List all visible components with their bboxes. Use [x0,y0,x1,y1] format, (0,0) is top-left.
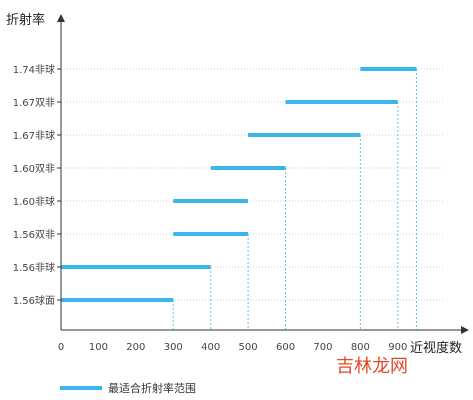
y-tick-label-6: 1.67双非 [13,97,55,109]
y-axis-arrow [57,14,65,22]
x-tick-label-2: 200 [126,342,145,353]
x-tick-label-6: 600 [276,342,295,353]
watermark-text: 吉林龙网 [336,356,408,377]
y-tick-label-0: 1.56球面 [13,294,55,307]
y-tick-label-5: 1.67非球 [13,129,55,142]
bar-layer [61,67,417,302]
x-tick-label-0: 0 [58,342,64,353]
y-axis-title: 折射率 [6,12,45,28]
x-tick-label-1: 100 [89,342,108,353]
x-tick-label-9: 900 [388,342,407,353]
y-tick-label-4: 1.60双非 [13,163,55,175]
y-tick-label-7: 1.74非球 [13,63,55,76]
y-tick-label-3: 1.60非球 [13,195,55,208]
legend-label: 最适合折射率范围 [108,381,196,395]
y-tick-label-1: 1.56非球 [13,261,55,274]
x-tick-label-4: 400 [201,342,220,353]
label-layer: 1.56球面 1.56非球 1.56双非 1.60非球 1.60双非 1.67非球 1.67… [13,63,408,353]
x-tick-label-8: 800 [351,342,370,353]
x-tick-label-7: 700 [313,342,332,353]
x-tick-label-3: 300 [164,342,183,353]
x-axis-title: 近视度数 [410,340,462,356]
y-tick-label-2: 1.56双非 [13,229,55,241]
axis-layer [57,14,469,334]
guide-layer [172,69,417,330]
x-tick-label-5: 500 [239,342,258,353]
x-axis-arrow [461,326,469,334]
